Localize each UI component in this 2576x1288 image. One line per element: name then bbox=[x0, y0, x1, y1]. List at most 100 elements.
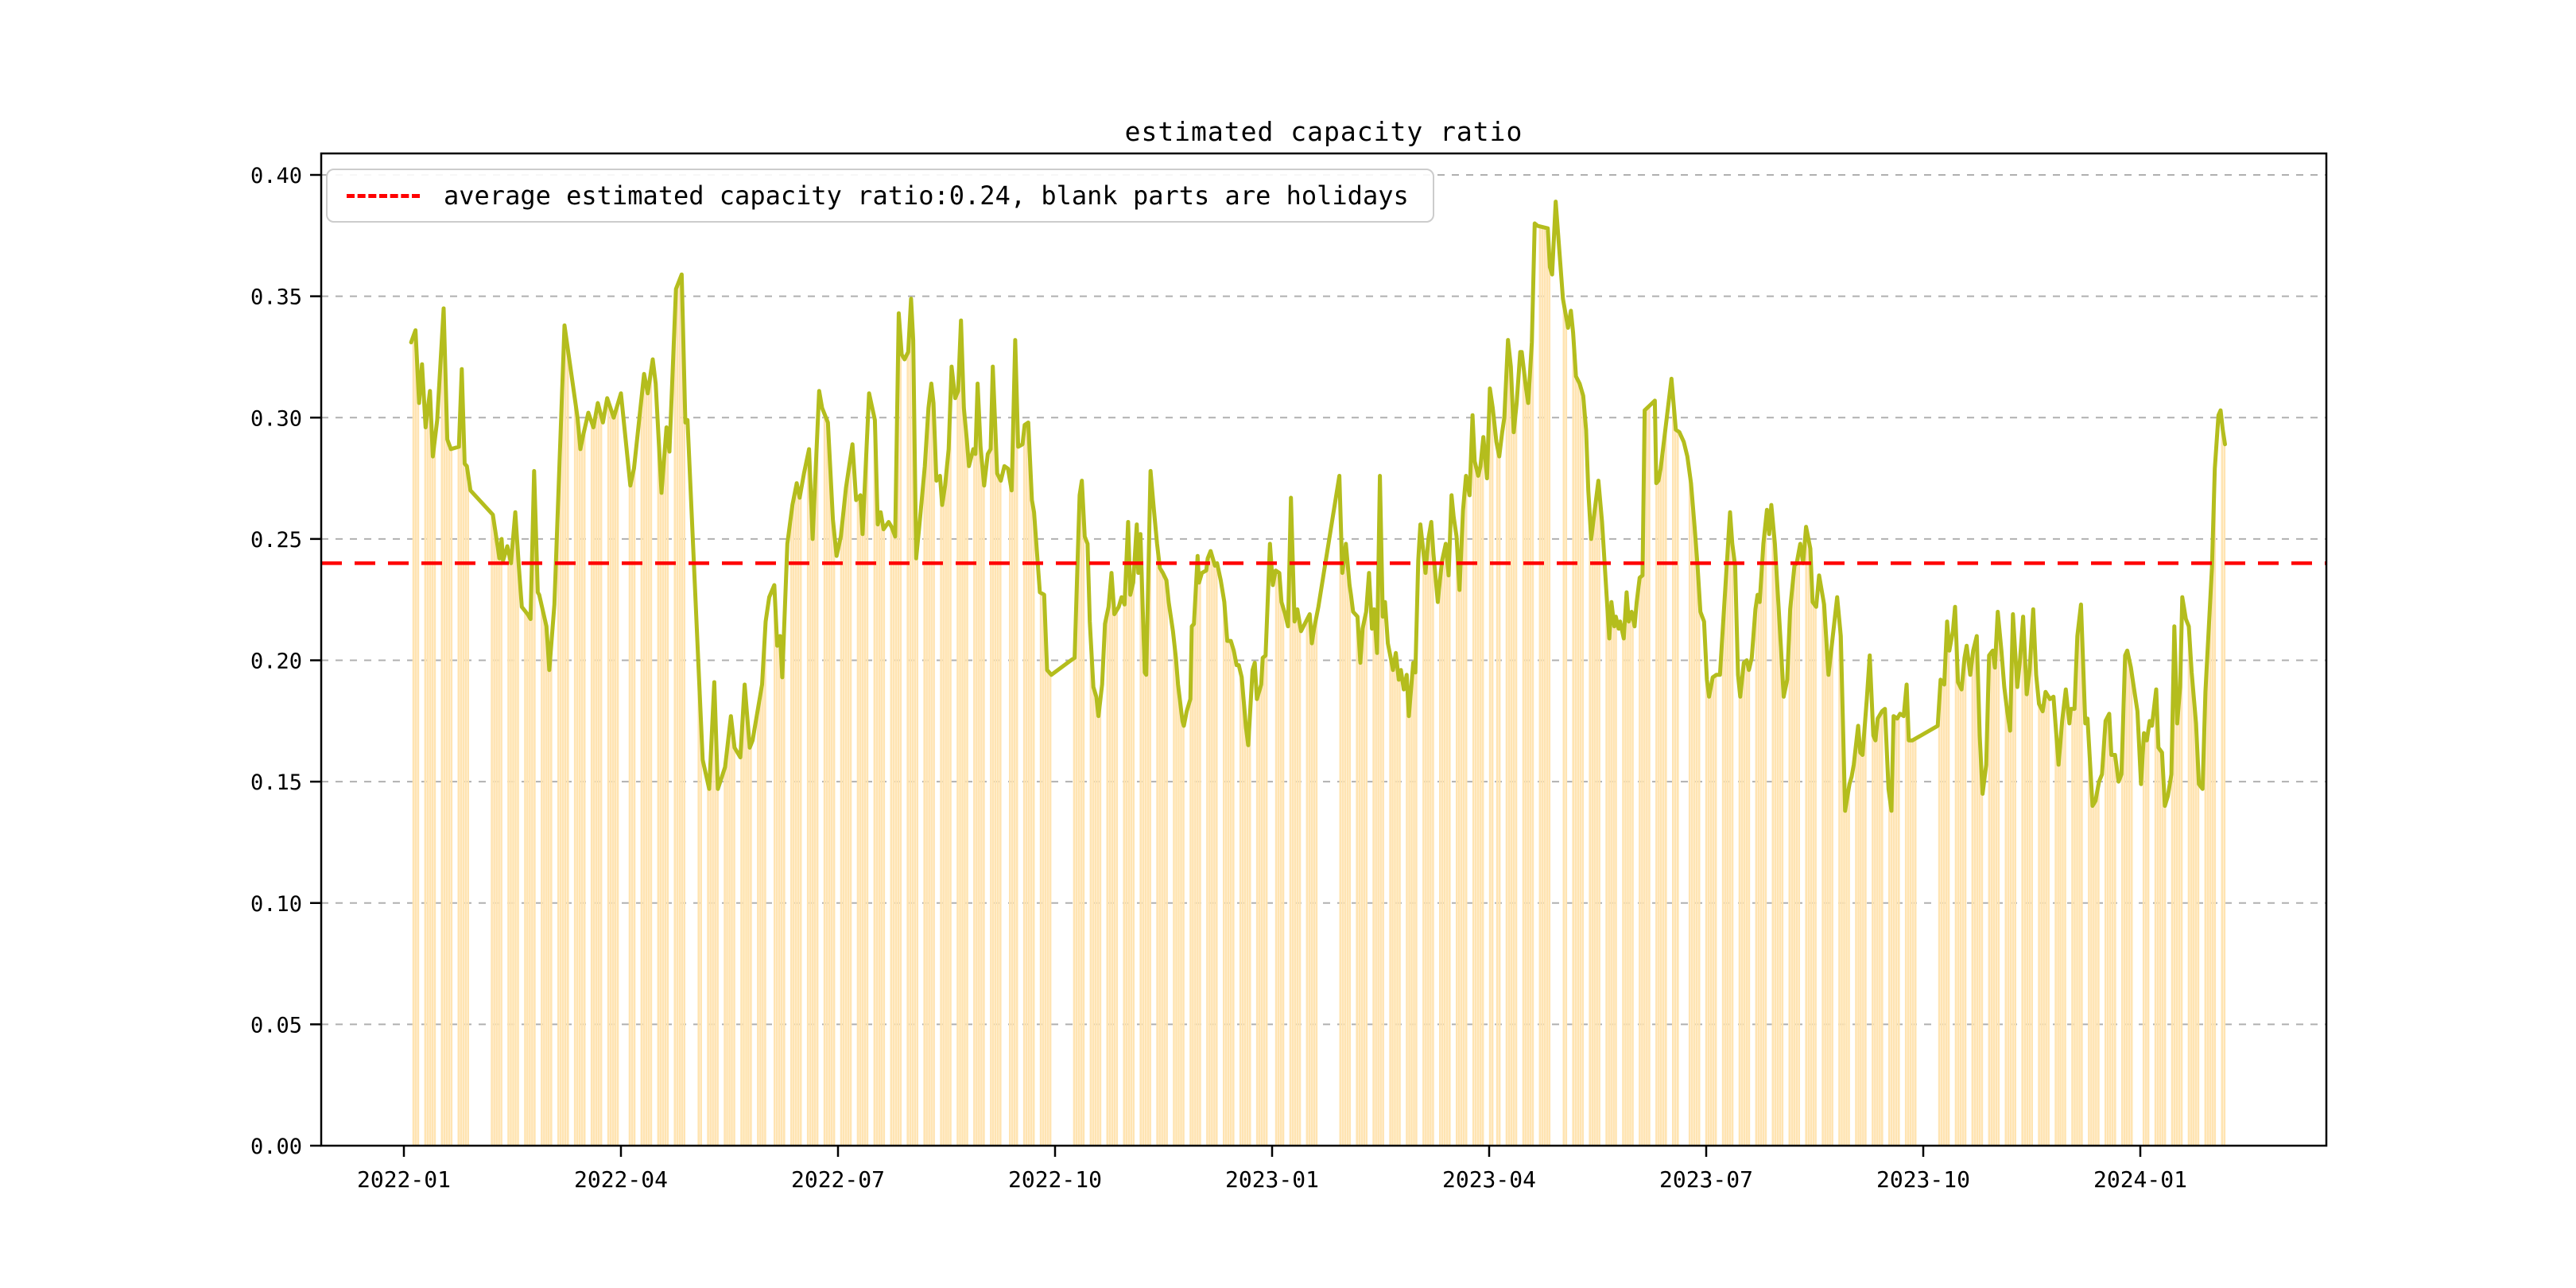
bar bbox=[1410, 680, 1413, 1145]
bar bbox=[1672, 399, 1674, 1145]
bar bbox=[745, 703, 747, 1145]
bar bbox=[1964, 651, 1967, 1145]
bar bbox=[647, 386, 650, 1145]
bar bbox=[1046, 671, 1049, 1145]
bar bbox=[1507, 351, 1511, 1145]
bar bbox=[709, 761, 712, 1145]
bar bbox=[1961, 671, 1965, 1145]
bar bbox=[2156, 740, 2159, 1145]
bar bbox=[1622, 636, 1624, 1145]
bar bbox=[578, 442, 581, 1145]
bar bbox=[1457, 586, 1461, 1145]
x-tick-label: 2022-07 bbox=[791, 1166, 885, 1193]
bar bbox=[2012, 617, 2015, 1145]
bar bbox=[966, 444, 968, 1145]
bar bbox=[614, 411, 617, 1145]
bar bbox=[1826, 662, 1829, 1145]
bar bbox=[1512, 429, 1515, 1145]
bar bbox=[1807, 540, 1810, 1145]
bar bbox=[590, 422, 593, 1145]
bar bbox=[467, 474, 469, 1145]
bar bbox=[1677, 431, 1679, 1145]
bar bbox=[1430, 525, 1432, 1145]
bar bbox=[1914, 738, 1917, 1145]
bar bbox=[1077, 517, 1080, 1145]
bar bbox=[1639, 577, 1641, 1145]
bar bbox=[1279, 595, 1282, 1145]
bar bbox=[1298, 625, 1302, 1145]
bar bbox=[567, 349, 569, 1145]
bar bbox=[493, 523, 495, 1145]
bar bbox=[1223, 599, 1225, 1145]
bar bbox=[2007, 719, 2010, 1145]
bar bbox=[1538, 226, 1542, 1145]
bar bbox=[2187, 630, 2190, 1145]
bar bbox=[1462, 499, 1465, 1145]
bar bbox=[844, 487, 848, 1145]
bar bbox=[1992, 661, 1996, 1145]
bar bbox=[414, 336, 417, 1145]
bar bbox=[750, 744, 752, 1145]
bar bbox=[2173, 642, 2176, 1145]
bar bbox=[762, 670, 764, 1145]
bar bbox=[809, 481, 812, 1145]
bar bbox=[1740, 678, 1744, 1145]
bar bbox=[616, 403, 619, 1145]
bar bbox=[2090, 789, 2093, 1145]
bar bbox=[1862, 743, 1864, 1145]
x-tick-label: 2024-01 bbox=[2093, 1166, 2187, 1193]
bar bbox=[1106, 611, 1109, 1145]
bar bbox=[878, 518, 881, 1145]
x-tick-label: 2022-10 bbox=[1008, 1166, 1102, 1193]
bar bbox=[1206, 561, 1208, 1145]
bar bbox=[1855, 743, 1857, 1145]
bar bbox=[2144, 739, 2147, 1145]
bar bbox=[1829, 660, 1831, 1145]
bar bbox=[412, 336, 415, 1146]
bar bbox=[1709, 685, 1713, 1145]
bar bbox=[1479, 464, 1482, 1145]
bar bbox=[1260, 670, 1263, 1145]
bar bbox=[1075, 593, 1078, 1145]
bar bbox=[681, 285, 683, 1145]
bar bbox=[1156, 546, 1158, 1145]
bar bbox=[906, 352, 909, 1145]
bar bbox=[2190, 668, 2193, 1145]
bar bbox=[2204, 687, 2207, 1145]
bar bbox=[1731, 546, 1734, 1145]
bar bbox=[543, 616, 545, 1145]
bars-daily bbox=[412, 226, 2226, 1146]
bar bbox=[1360, 639, 1363, 1145]
bar bbox=[1491, 406, 1494, 1145]
bar bbox=[1641, 575, 1643, 1145]
bar bbox=[2023, 658, 2026, 1145]
bar bbox=[959, 342, 961, 1145]
bar bbox=[1175, 665, 1177, 1145]
bar bbox=[778, 638, 781, 1145]
bar bbox=[526, 614, 529, 1145]
bar bbox=[1130, 591, 1132, 1145]
bar bbox=[2209, 596, 2212, 1145]
bar bbox=[424, 421, 427, 1145]
bar bbox=[659, 476, 662, 1145]
x-tick-label: 2022-01 bbox=[357, 1166, 451, 1193]
bar bbox=[2128, 661, 2131, 1145]
bar bbox=[491, 513, 493, 1145]
bar bbox=[1608, 634, 1610, 1145]
bar bbox=[1990, 651, 1993, 1145]
bar bbox=[1879, 714, 1881, 1145]
bar bbox=[1173, 641, 1175, 1145]
bar bbox=[949, 394, 952, 1145]
bar bbox=[510, 562, 512, 1145]
bar bbox=[1389, 655, 1391, 1145]
bar bbox=[2031, 627, 2033, 1145]
bar bbox=[1422, 554, 1425, 1145]
y-tick-label: 0.05 bbox=[250, 1013, 302, 1038]
bar bbox=[1596, 491, 1598, 1145]
bar bbox=[1216, 563, 1218, 1145]
bar bbox=[757, 708, 759, 1145]
bar bbox=[2074, 696, 2076, 1145]
bar bbox=[1144, 673, 1146, 1145]
bar bbox=[1848, 786, 1850, 1145]
y-tick-label: 0.10 bbox=[250, 892, 302, 917]
